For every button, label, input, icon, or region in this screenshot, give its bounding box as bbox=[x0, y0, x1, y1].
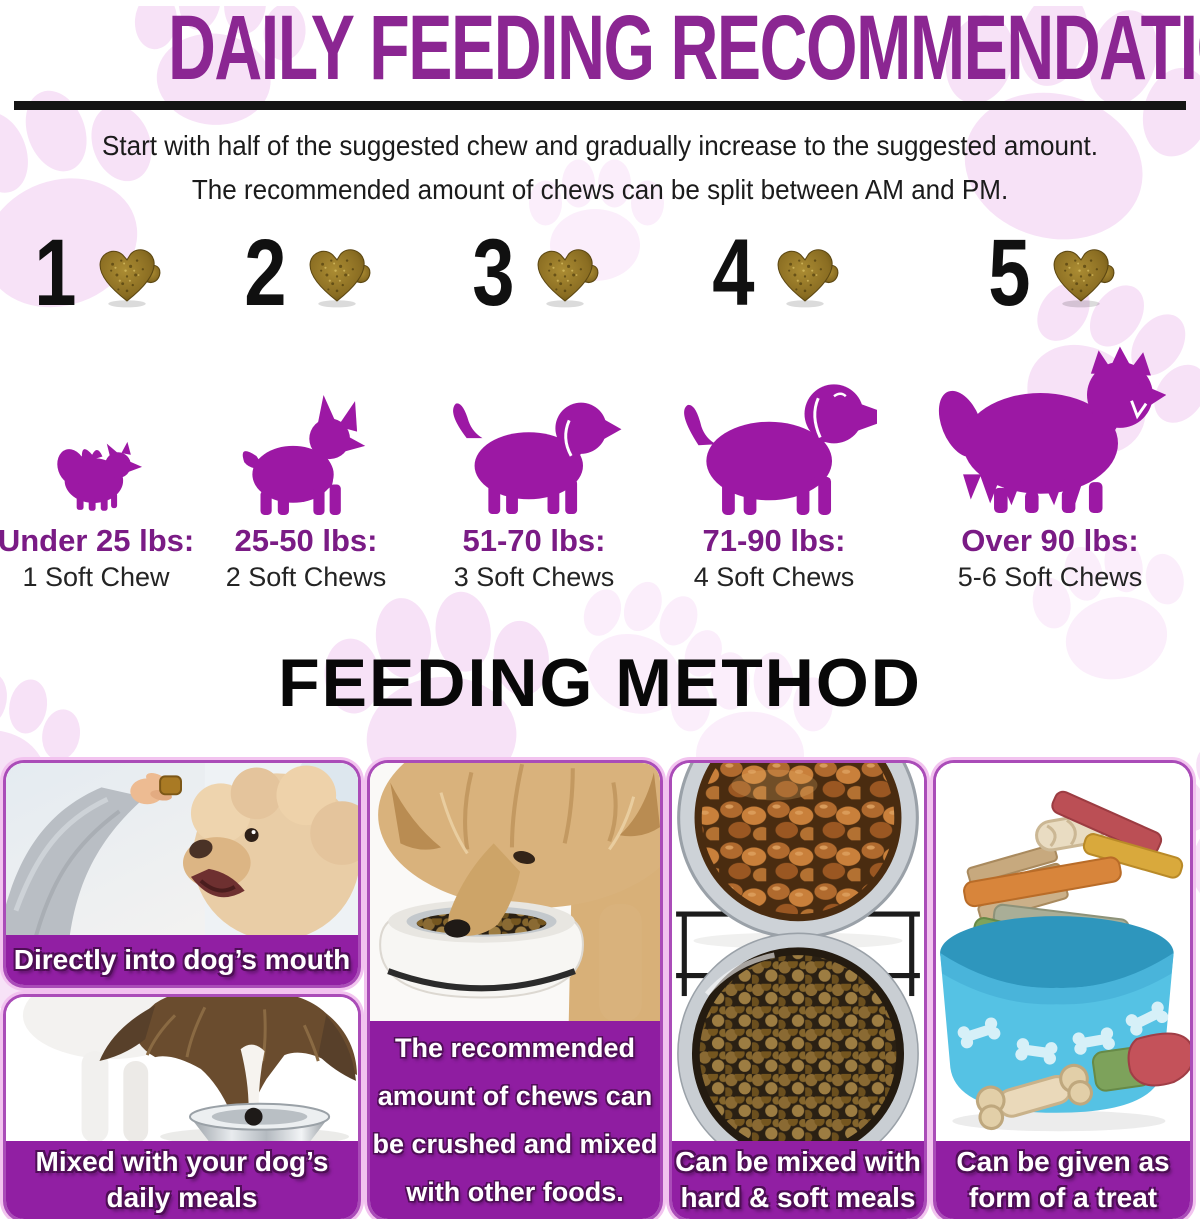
page-title: DAILY FEEDING RECOMMENDATION bbox=[167, 0, 1200, 99]
dose-number: 3 bbox=[471, 219, 515, 326]
hand-feeding-poodle-photo bbox=[6, 762, 358, 935]
dose-number: 4 bbox=[711, 219, 755, 326]
caption-text: hard & soft meals bbox=[680, 1181, 916, 1213]
caption-given-as-treat: Can be given as form of a treat bbox=[936, 1140, 1190, 1219]
caption-text: form of a treat bbox=[968, 1181, 1158, 1213]
caption-crushed-and-mixed: The recommended amount of chews can be c… bbox=[370, 1020, 660, 1219]
method-panel-crushed: The recommended amount of chews can be c… bbox=[370, 762, 660, 1219]
dose-count: 4 bbox=[707, 219, 842, 331]
dose-chart: 1 Under 25 lbs: 1 Soft Chew bbox=[0, 219, 1200, 593]
dose-count: 3 bbox=[467, 219, 602, 331]
dog-silhouette-beagle-puppy bbox=[445, 331, 622, 515]
caption-text: amount of chews can bbox=[377, 1080, 653, 1111]
method-panel-mixed-meals: Mixed with your dog’s daily meals bbox=[6, 996, 358, 1219]
dose-count: 2 bbox=[239, 219, 374, 331]
method-panel-direct: Directly into dog’s mouth bbox=[6, 762, 358, 985]
dose-number: 5 bbox=[987, 219, 1031, 326]
dog-silhouette-labrador bbox=[671, 331, 878, 515]
caption-direct-into-mouth: Directly into dog’s mouth bbox=[6, 934, 358, 985]
dose-column-over-90: 5 Over 90 lbs: 5-6 Soft Chews bbox=[900, 219, 1200, 593]
wet-and-dry-food-bowls-photo bbox=[672, 762, 924, 1141]
chew-count-label: 1 Soft Chew bbox=[22, 561, 170, 592]
chew-count-label: 2 Soft Chews bbox=[225, 561, 387, 592]
dose-number: 1 bbox=[33, 219, 77, 326]
feeding-method-title: FEEDING METHOD bbox=[278, 644, 922, 721]
method-panel-hard-soft: Can be mixed with hard & soft meals bbox=[672, 762, 924, 1219]
caption-text: Mixed with your dog’s bbox=[35, 1145, 329, 1177]
feeding-method-panels: Directly into dog’s mouth bbox=[6, 762, 1194, 1219]
weight-label: 51-70 lbs: bbox=[462, 522, 606, 558]
soft-chew-icon bbox=[537, 249, 599, 308]
dog-silhouette-small-fluffy bbox=[44, 331, 147, 515]
method-column-1: Directly into dog’s mouth bbox=[6, 762, 358, 1219]
chew-count-label: 4 Soft Chews bbox=[693, 561, 855, 592]
caption-text: Can be mixed with bbox=[675, 1145, 921, 1177]
caption-text: be crushed and mixed bbox=[372, 1128, 658, 1159]
weight-label: Under 25 lbs: bbox=[0, 522, 195, 558]
bowl-of-treat-sticks-photo bbox=[936, 762, 1190, 1141]
subtitle-line-2: The recommended amount of chews can be s… bbox=[191, 174, 1009, 206]
soft-chew-icon bbox=[777, 249, 839, 308]
method-panel-treat: Can be given as form of a treat bbox=[936, 762, 1190, 1219]
caption-text: The recommended bbox=[394, 1032, 636, 1063]
dog-silhouette-large-shaggy bbox=[934, 331, 1167, 515]
dose-column-under-25: 1 Under 25 lbs: 1 Soft Chew bbox=[0, 219, 195, 593]
chew-count-label: 5-6 Soft Chews bbox=[957, 561, 1143, 592]
weight-label: 25-50 lbs: bbox=[234, 522, 378, 558]
soft-chew-icon bbox=[99, 249, 161, 308]
divider bbox=[14, 100, 1186, 110]
dose-column-71-90: 4 71-90 lbs: 4 Soft Chews bbox=[648, 219, 900, 593]
caption-text: with other foods. bbox=[406, 1176, 624, 1207]
weight-label: Over 90 lbs: bbox=[961, 522, 1139, 558]
weight-label: 71-90 lbs: bbox=[702, 522, 846, 558]
dose-count: 1 bbox=[29, 219, 164, 331]
caption-hard-soft-meals: Can be mixed with hard & soft meals bbox=[672, 1140, 924, 1219]
dose-number: 2 bbox=[243, 219, 287, 326]
dose-column-51-70: 3 51-70 lbs: 3 Soft Chews bbox=[420, 219, 648, 593]
chew-count-label: 3 Soft Chews bbox=[453, 561, 615, 592]
dose-column-25-50: 2 25-50 lbs: 2 Soft Chews bbox=[192, 219, 420, 593]
caption-text: Directly into dog’s mouth bbox=[13, 943, 351, 975]
caption-text: Can be given as bbox=[956, 1145, 1170, 1177]
dose-count: 5 bbox=[983, 219, 1118, 331]
subtitle-line-1: Start with half of the suggested chew an… bbox=[102, 129, 1098, 161]
caption-text: daily meals bbox=[106, 1181, 258, 1213]
dog-silhouette-chihuahua bbox=[230, 331, 383, 515]
caption-mixed-with-meals: Mixed with your dog’s daily meals bbox=[6, 1140, 358, 1219]
dog-eating-from-white-bowl-photo bbox=[370, 762, 660, 1021]
dog-eating-from-steel-bowl-photo bbox=[6, 996, 358, 1141]
soft-chew-icon bbox=[309, 249, 371, 308]
soft-chew-icon bbox=[1053, 249, 1115, 308]
